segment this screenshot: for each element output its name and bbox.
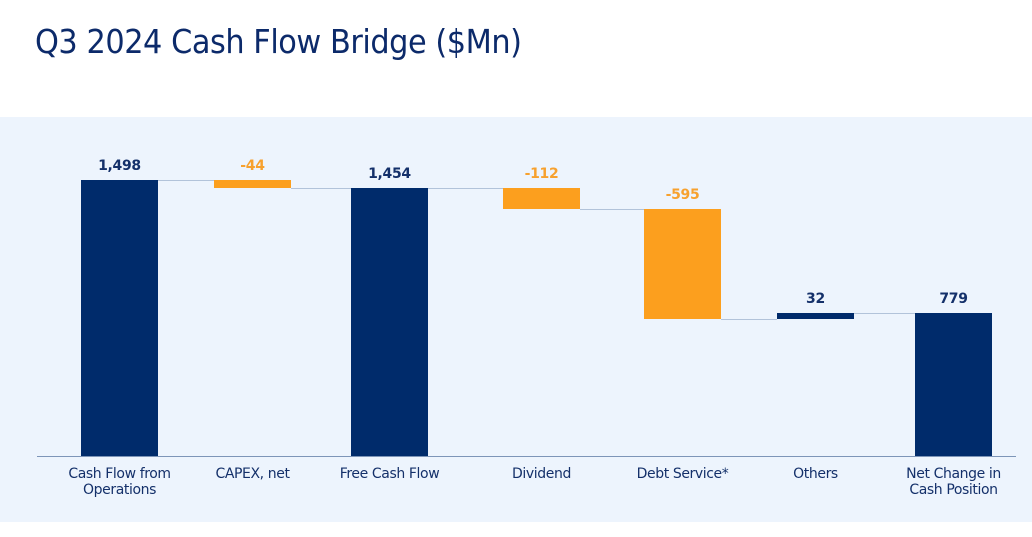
connector-line [721,319,777,320]
category-label: Cash Flow from Operations [68,466,171,498]
bar-6 [915,313,992,457]
value-label: -112 [524,166,559,182]
value-label: 32 [806,291,825,307]
value-label: 1,454 [368,166,411,182]
bar-5 [777,313,854,319]
category-label: Net Change in Cash Position [906,466,1001,498]
bar-1 [214,180,291,188]
value-label: 1,498 [98,158,141,174]
bar-0 [81,180,158,457]
x-axis-line [37,456,1016,457]
connector-line [158,180,214,181]
bar-4 [644,209,721,319]
bar-3 [503,188,580,209]
category-label: CAPEX, net [215,466,290,482]
category-label: Debt Service* [636,466,729,482]
chart-title: Q3 2024 Cash Flow Bridge ($Mn) [35,22,522,61]
category-label: Others [793,466,838,482]
value-label: 779 [939,291,968,307]
connector-line [291,188,351,189]
value-label: -595 [665,187,700,203]
connector-line [580,209,644,210]
connector-line [854,313,915,314]
chart-panel [0,117,1032,522]
value-label: -44 [240,158,265,174]
category-label: Dividend [512,466,571,482]
bar-2 [351,188,428,457]
category-label: Free Cash Flow [339,466,440,482]
connector-line [428,188,503,189]
